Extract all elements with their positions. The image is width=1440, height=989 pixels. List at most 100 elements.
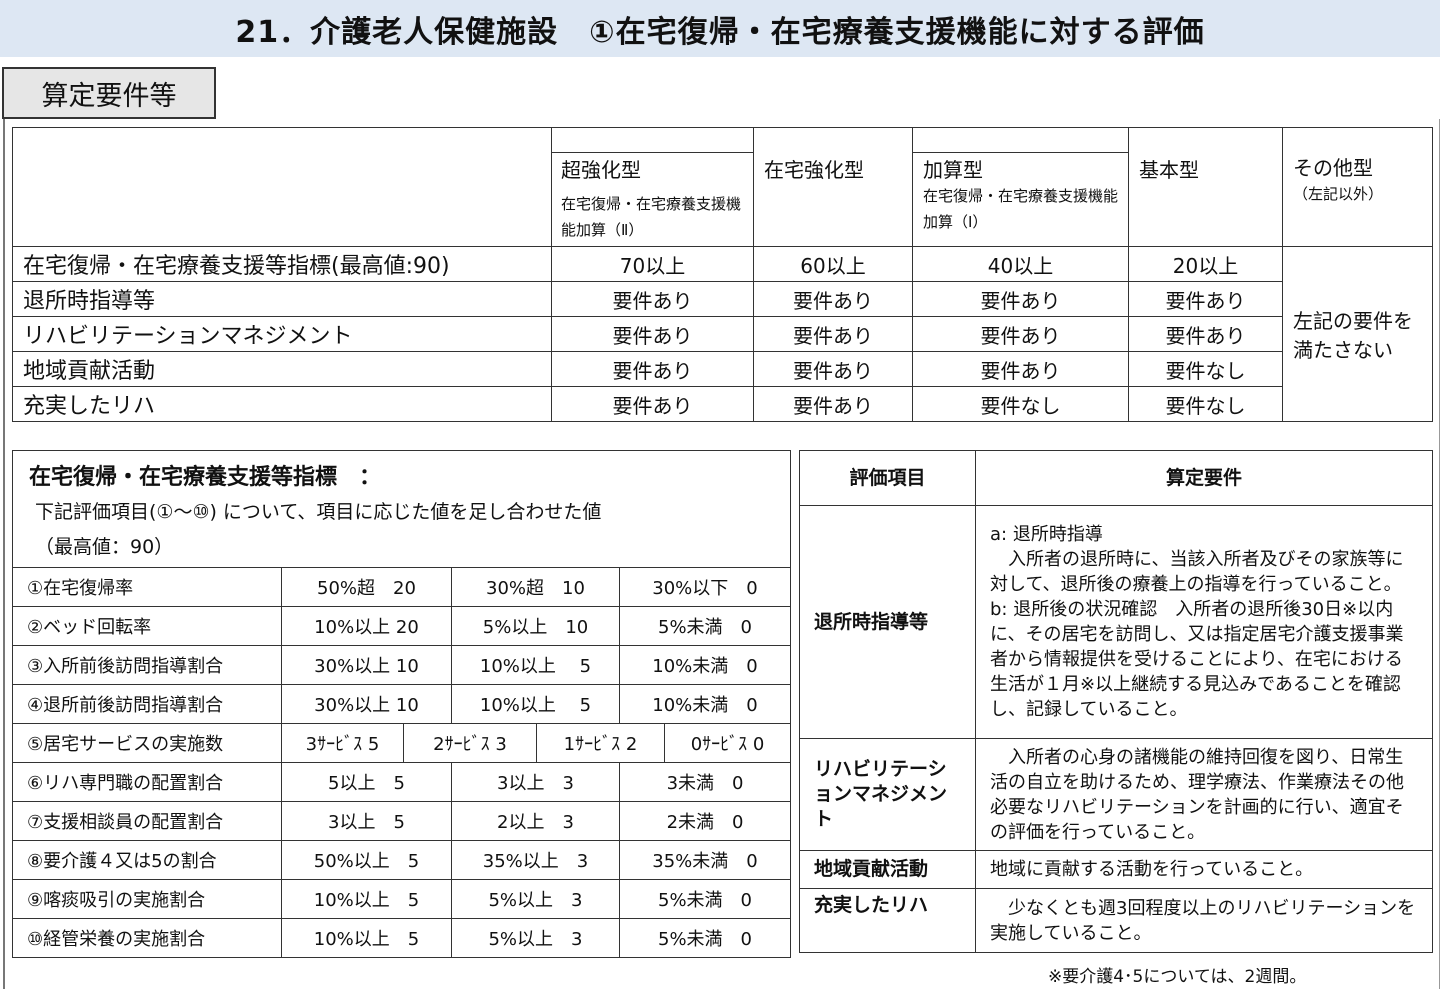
- header-empty: [12, 127, 552, 247]
- cell: 5以上 5: [281, 762, 452, 802]
- cell: 要件なし: [912, 386, 1129, 422]
- table-row: ⑧要介護４又は5の割合 50%以上 5 35%以上 3 35%未満 0: [12, 840, 792, 880]
- row-label: ⑧要介護４又は5の割合: [12, 840, 282, 880]
- index-desc: 下記評価項目(①～⑩) について、項目に応じた値を足し合わせた値: [35, 501, 602, 523]
- cell: 要件あり: [551, 351, 754, 387]
- divider: [912, 152, 1128, 153]
- row-label: ④退所前後訪問指導割合: [12, 684, 282, 724]
- requirement-text: 地域に貢献する活動を行っていること。: [975, 850, 1433, 889]
- cell: 30%以上 10: [281, 684, 452, 724]
- cell: 3以上 5: [281, 801, 452, 841]
- cell: 要件あり: [1128, 281, 1283, 317]
- table-row: 地域貢献活動 地域に貢献する活動を行っていること。: [799, 850, 1433, 889]
- cell: 1ｻｰﾋﾞｽ 2: [536, 723, 665, 763]
- cell: 要件あり: [551, 316, 754, 352]
- cell: 35%未満 0: [618, 840, 792, 880]
- table-row: ②ベッド回転率 10%以上 20 5%以上 10 5%未満 0: [12, 606, 792, 646]
- row-label: ⑩経管栄養の実施割合: [12, 918, 282, 958]
- cell: 2ｻｰﾋﾞｽ 3: [403, 723, 537, 763]
- table-row: 充実したリハ 要件あり 要件あり 要件なし 要件なし: [12, 386, 1433, 422]
- table-row: 充実したリハ 少なくとも週3回程度以上のリハビリテーションを実施していること。: [799, 888, 1433, 953]
- cell: 10%以上 5: [451, 645, 620, 685]
- cell: 5%以上 3: [451, 918, 620, 958]
- cell: 5%以上 3: [451, 879, 620, 919]
- header-type-other: その他型 （左記以外）: [1282, 127, 1433, 247]
- cell: 2以上 3: [451, 801, 620, 841]
- header-item: 評価項目: [799, 450, 976, 506]
- row-label: ⑥リハ専門職の配置割合: [12, 762, 282, 802]
- row-label: ②ベッド回転率: [12, 606, 282, 646]
- cell: 要件あり: [912, 316, 1129, 352]
- cell: 50%以上 5: [281, 840, 452, 880]
- cell: 要件なし: [1128, 351, 1283, 387]
- cell: 要件あり: [753, 351, 913, 387]
- other-type-note: 左記の要件を満たさない: [1282, 246, 1433, 422]
- cell: 5%未満 0: [618, 879, 792, 919]
- cell: 要件あり: [753, 281, 913, 317]
- cell: 要件あり: [912, 351, 1129, 387]
- requirement-text: a: 退所時指導 入所者の退所時に、当該入所者及びその家族等に対して、退所後の療…: [975, 505, 1433, 739]
- requirement-text: 少なくとも週3回程度以上のリハビリテーションを実施していること。: [975, 888, 1433, 953]
- item-label: 地域貢献活動: [799, 850, 976, 889]
- row-label: ⑨喀痰吸引の実施割合: [12, 879, 282, 919]
- table-row: リハビリテーションマネジメント 要件あり 要件あり 要件あり 要件あり: [12, 316, 1433, 352]
- index-table: 在宅復帰・在宅療養支援等指標 ： 下記評価項目(①～⑩) について、項目に応じた…: [11, 450, 792, 958]
- cell: 10%以上 20: [281, 606, 452, 646]
- table-row: 在宅復帰・在宅療養支援等指標(最高値:90) 70以上 60以上 40以上 20…: [12, 246, 1433, 422]
- row-label: ⑤居宅サービスの実施数: [12, 723, 282, 763]
- header-type-super: 超強化型 在宅復帰・在宅療養支援機能加算（Ⅱ）: [551, 127, 754, 247]
- header-type-addition: 加算型 在宅復帰・在宅療養支援機能加算（Ⅰ）: [912, 127, 1129, 247]
- cell: 要件あり: [912, 281, 1129, 317]
- cell: 10%以上 5: [281, 918, 452, 958]
- cell: 5%以上 10: [451, 606, 620, 646]
- sub-text: 入所者の退所時に、当該入所者及びその家族等に対して、退所後の療養上の指導を行って…: [990, 549, 1404, 595]
- table-row: ⑨喀痰吸引の実施割合 10%以上 5 5%以上 3 5%未満 0: [12, 879, 792, 919]
- index-title: 在宅復帰・在宅療養支援等指標 ：: [29, 465, 382, 490]
- cell: 30%超 10: [451, 567, 620, 607]
- row-label: ⑦支援相談員の配置割合: [12, 801, 282, 841]
- table-row: リハビリテーションマネジメント 入所者の心身の諸機能の維持回復を図り、日常生活の…: [799, 738, 1433, 851]
- requirement-text: 入所者の心身の諸機能の維持回復を図り、日常生活の自立を助けるため、理学療法、作業…: [975, 738, 1433, 851]
- divider: [551, 152, 753, 153]
- header-requirement: 算定要件: [975, 450, 1433, 506]
- header-type-home: 在宅強化型: [753, 127, 913, 247]
- table-row: ④退所前後訪問指導割合 30%以上 10 10%以上 5 10%未満 0: [12, 684, 792, 724]
- row-label: ①在宅復帰率: [12, 567, 282, 607]
- row-label: 退所時指導等: [12, 281, 552, 317]
- cell: 2未満 0: [618, 801, 792, 841]
- footnote: ※要介護4･5については、2週間。: [1048, 967, 1307, 987]
- item-label: 退所時指導等: [799, 505, 976, 739]
- table-row: ⑩経管栄養の実施割合 10%以上 5 5%以上 3 5%未満 0: [12, 918, 792, 958]
- requirements-table: 評価項目 算定要件 退所時指導等 a: 退所時指導 入所者の退所時に、当該入所者及…: [799, 450, 1433, 953]
- cell: 0ｻｰﾋﾞｽ 0: [663, 723, 792, 763]
- table-row: ③入所前後訪問指導割合 30%以上 10 10%以上 5 10%未満 0: [12, 645, 792, 685]
- cell: 5%未満 0: [618, 918, 792, 958]
- cell: 40以上: [912, 246, 1129, 282]
- cell: 20以上: [1128, 246, 1283, 282]
- cell: 3未満 0: [618, 762, 792, 802]
- cell: 50%超 20: [281, 567, 452, 607]
- cell: 3以上 3: [451, 762, 620, 802]
- facility-types-table: 超強化型 在宅復帰・在宅療養支援機能加算（Ⅱ） 在宅強化型 加算型 在宅復帰・在宅療…: [12, 127, 1433, 422]
- page-title: 21．介護老人保健施設 ①在宅復帰・在宅療養支援機能に対する評価: [0, 0, 1440, 57]
- row-label: 充実したリハ: [12, 386, 552, 422]
- cell: 30%以下 0: [618, 567, 792, 607]
- table-row: ⑤居宅サービスの実施数 3ｻｰﾋﾞｽ 5 2ｻｰﾋﾞｽ 3 1ｻｰﾋﾞｽ 2 0ｻｰﾋﾞ…: [12, 723, 792, 763]
- table-row: 退所時指導等 要件あり 要件あり 要件あり 要件あり: [12, 281, 1433, 317]
- sub-title: a: 退所時指導: [990, 524, 1103, 545]
- table-header-row: 超強化型 在宅復帰・在宅療養支援機能加算（Ⅱ） 在宅強化型 加算型 在宅復帰・在宅療…: [12, 127, 1433, 247]
- cell: 10%以上 5: [451, 684, 620, 724]
- cell: 30%以上 10: [281, 645, 452, 685]
- cell: 10%未満 0: [618, 684, 792, 724]
- index-max: （最高値：90）: [35, 536, 174, 558]
- table-row: ⑦支援相談員の配置割合 3以上 5 2以上 3 2未満 0: [12, 801, 792, 841]
- sub-title: b: 退所後の状況確認: [990, 599, 1158, 620]
- cell: 60以上: [753, 246, 913, 282]
- row-label: 在宅復帰・在宅療養支援等指標(最高値:90): [12, 246, 552, 282]
- cell: 要件あり: [551, 386, 754, 422]
- cell: 35%以上 3: [451, 840, 620, 880]
- cell: 要件あり: [753, 386, 913, 422]
- row-label: リハビリテーションマネジメント: [12, 316, 552, 352]
- table-row: 地域貢献活動 要件あり 要件あり 要件あり 要件なし: [12, 351, 1433, 387]
- cell: 3ｻｰﾋﾞｽ 5: [281, 723, 404, 763]
